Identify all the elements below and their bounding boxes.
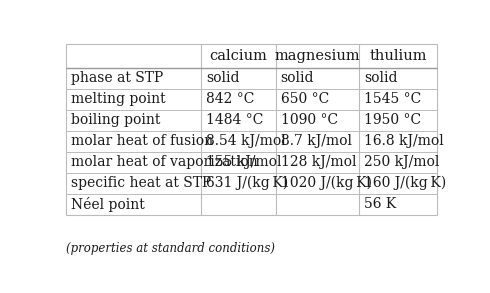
Text: 1484 °C: 1484 °C (206, 113, 264, 127)
Text: 56 K: 56 K (364, 197, 396, 211)
Text: 8.7 kJ/mol: 8.7 kJ/mol (281, 134, 352, 148)
Text: 842 °C: 842 °C (206, 92, 255, 106)
Text: solid: solid (206, 71, 240, 85)
Text: 1545 °C: 1545 °C (364, 92, 421, 106)
Text: 250 kJ/mol: 250 kJ/mol (364, 155, 440, 169)
Text: calcium: calcium (210, 49, 268, 63)
Text: melting point: melting point (71, 92, 165, 106)
Text: 160 J/(kg K): 160 J/(kg K) (364, 176, 446, 190)
Text: molar heat of vaporization: molar heat of vaporization (71, 155, 257, 169)
Text: 1950 °C: 1950 °C (364, 113, 421, 127)
Text: magnesium: magnesium (274, 49, 360, 63)
Text: molar heat of fusion: molar heat of fusion (71, 134, 213, 148)
Text: boiling point: boiling point (71, 113, 160, 127)
Text: thulium: thulium (369, 49, 427, 63)
Text: 1020 J/(kg K): 1020 J/(kg K) (281, 176, 371, 190)
Text: solid: solid (281, 71, 314, 85)
Text: Néel point: Néel point (71, 197, 145, 212)
Text: solid: solid (364, 71, 398, 85)
Text: (properties at standard conditions): (properties at standard conditions) (66, 242, 275, 255)
Text: 1090 °C: 1090 °C (281, 113, 338, 127)
Text: 128 kJ/mol: 128 kJ/mol (281, 155, 356, 169)
Text: phase at STP: phase at STP (71, 71, 163, 85)
Text: 650 °C: 650 °C (281, 92, 329, 106)
Text: specific heat at STP: specific heat at STP (71, 176, 211, 190)
Text: 155 kJ/mol: 155 kJ/mol (206, 155, 282, 169)
Text: 631 J/(kg K): 631 J/(kg K) (206, 176, 289, 190)
Text: 8.54 kJ/mol: 8.54 kJ/mol (206, 134, 286, 148)
Text: 16.8 kJ/mol: 16.8 kJ/mol (364, 134, 444, 148)
